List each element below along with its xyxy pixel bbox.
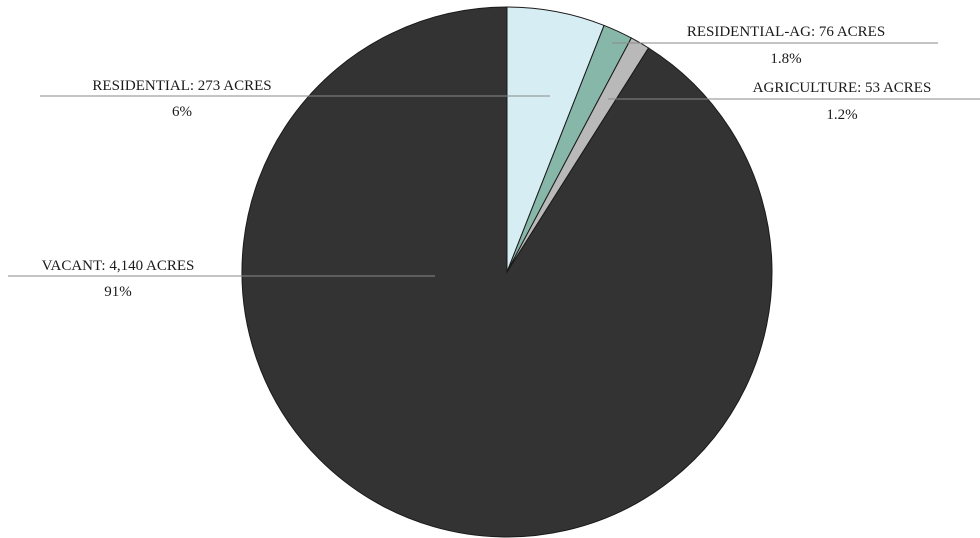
- slice-percent-residential: 6%: [172, 104, 192, 120]
- pie-slices: [241, 6, 773, 538]
- slice-label-residential-ag: RESIDENTIAL-AG: 76 ACRES: [687, 24, 885, 40]
- slice-percent-vacant: 91%: [104, 284, 132, 300]
- slice-labels: RESIDENTIAL: 273 ACRES 6% RESIDENTIAL-AG: …: [42, 24, 932, 300]
- slice-label-residential: RESIDENTIAL: 273 ACRES: [92, 78, 271, 94]
- slice-label-vacant: VACANT: 4,140 ACRES: [42, 258, 195, 274]
- slice-label-agriculture: AGRICULTURE: 53 ACRES: [753, 80, 932, 96]
- slice-percent-agriculture: 1.2%: [826, 107, 857, 123]
- slice-percent-residential-ag: 1.8%: [770, 51, 801, 67]
- leader-lines: [8, 42, 980, 277]
- pie-slice-vacant: [241, 6, 773, 538]
